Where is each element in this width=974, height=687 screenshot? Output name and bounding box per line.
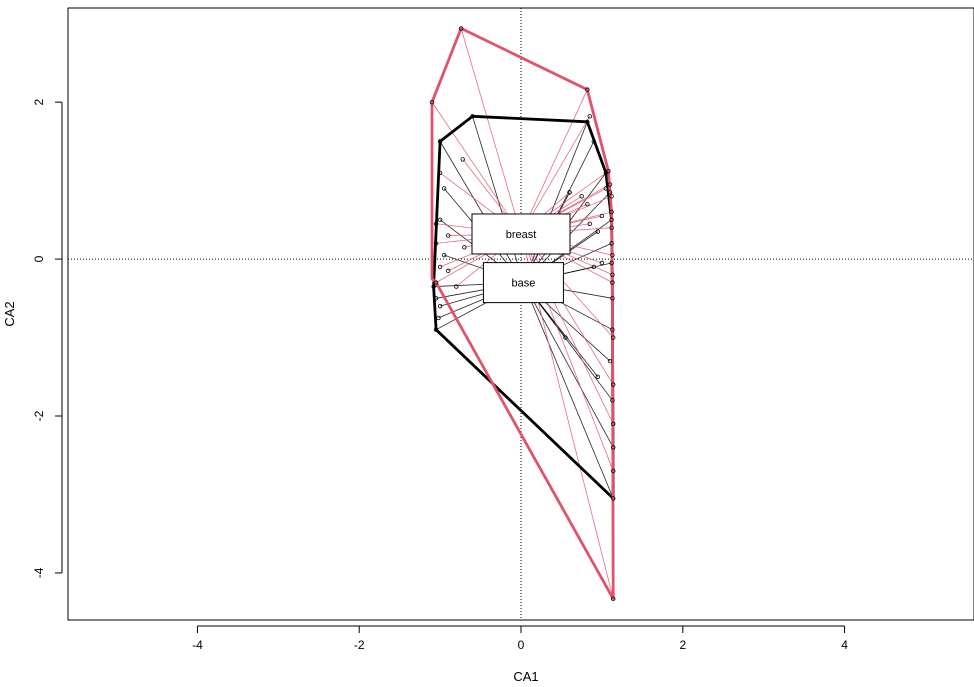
base-point bbox=[610, 327, 615, 332]
y-tick-label: -2 bbox=[32, 410, 46, 421]
breast-point bbox=[599, 213, 605, 219]
base-point bbox=[610, 296, 615, 301]
base-point bbox=[607, 190, 613, 195]
breast-point bbox=[606, 168, 611, 174]
base-point bbox=[470, 114, 475, 119]
x-tick-label: 2 bbox=[679, 638, 686, 652]
breast-point bbox=[433, 280, 439, 285]
breast-point bbox=[587, 221, 592, 226]
breast-point bbox=[587, 114, 592, 119]
base-spider-line bbox=[523, 282, 614, 448]
base-point bbox=[437, 217, 443, 223]
base-centroid-label: base bbox=[482, 262, 564, 304]
base-point bbox=[436, 315, 441, 321]
base-point bbox=[611, 496, 616, 501]
y-tick-label: -4 bbox=[32, 567, 46, 578]
base-point bbox=[441, 186, 447, 191]
base-spider-line bbox=[523, 282, 614, 499]
base-point bbox=[609, 260, 614, 266]
centroid-labels: breast base bbox=[471, 213, 571, 304]
base-point bbox=[595, 374, 601, 379]
y-tick-label: 0 bbox=[32, 255, 46, 262]
base-point bbox=[441, 252, 447, 258]
site-points bbox=[429, 26, 616, 602]
base-point bbox=[591, 264, 597, 270]
breast-point bbox=[611, 382, 616, 387]
breast-point bbox=[609, 194, 614, 199]
base-point bbox=[563, 335, 568, 340]
base-point bbox=[609, 241, 614, 246]
breast-point bbox=[454, 284, 459, 289]
breast-point bbox=[462, 245, 467, 250]
breast-point bbox=[433, 241, 439, 246]
base-point bbox=[611, 445, 616, 450]
breast-point bbox=[567, 190, 572, 195]
breast-point bbox=[445, 268, 451, 274]
breast-point bbox=[610, 272, 615, 277]
x-tick-label: 4 bbox=[841, 638, 848, 652]
breast-hull bbox=[430, 26, 615, 601]
x-axis: -4 -2 0 2 4 bbox=[192, 625, 848, 652]
breast-point bbox=[437, 264, 443, 270]
breast-point bbox=[609, 225, 614, 230]
breast-point bbox=[579, 194, 584, 199]
breast-point bbox=[445, 233, 451, 238]
x-tick-label: -4 bbox=[192, 638, 203, 652]
breast-centroid-label: breast bbox=[471, 213, 571, 255]
y-axis-title: CA2 bbox=[2, 301, 17, 326]
breast-spider-line bbox=[431, 101, 522, 235]
breast-label-text: breast bbox=[506, 229, 537, 241]
breast-point bbox=[611, 596, 616, 602]
y-axis: -4 -2 0 2 bbox=[32, 98, 63, 578]
x-axis-title: CA1 bbox=[513, 669, 538, 684]
breast-spider-line bbox=[520, 233, 614, 385]
breast-point bbox=[458, 26, 464, 31]
reference-lines bbox=[68, 8, 974, 620]
breast-point bbox=[611, 335, 616, 340]
breast-point bbox=[610, 252, 615, 258]
breast-point bbox=[609, 209, 614, 215]
x-tick-label: 0 bbox=[518, 638, 525, 652]
base-point bbox=[431, 284, 436, 289]
base-label-box bbox=[482, 262, 564, 304]
base-point bbox=[437, 139, 443, 144]
breast-point bbox=[433, 221, 439, 226]
breast-point bbox=[585, 201, 590, 207]
base-spider-line bbox=[439, 141, 524, 283]
breast-point bbox=[460, 157, 465, 162]
plot-frame bbox=[67, 7, 974, 621]
base-point bbox=[433, 296, 439, 301]
x-tick-label: -2 bbox=[354, 638, 365, 652]
y-tick-label: 2 bbox=[32, 98, 46, 105]
breast-point bbox=[607, 182, 613, 187]
breast-point bbox=[611, 421, 616, 427]
base-label-text: base bbox=[511, 278, 535, 290]
base-point bbox=[595, 229, 601, 234]
base-point bbox=[607, 358, 613, 364]
breast-spider-line bbox=[520, 89, 588, 235]
base-point bbox=[610, 398, 615, 403]
base-point bbox=[437, 303, 443, 309]
base-point bbox=[433, 327, 439, 332]
base-point bbox=[591, 139, 597, 144]
breast-label-box bbox=[471, 213, 571, 255]
base-point bbox=[609, 217, 614, 223]
breast-point bbox=[429, 99, 435, 105]
breast-point bbox=[611, 468, 616, 474]
breast-point bbox=[603, 186, 609, 191]
breast-point bbox=[437, 170, 443, 175]
breast-spider-line bbox=[460, 28, 522, 235]
breast-point bbox=[610, 280, 615, 285]
base-point bbox=[585, 119, 590, 124]
breast-point bbox=[585, 87, 590, 92]
breast-point bbox=[599, 260, 605, 266]
